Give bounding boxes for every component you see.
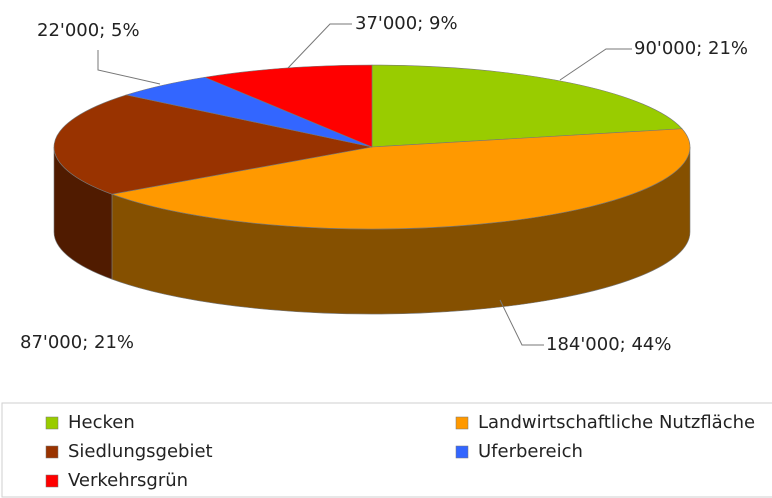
slice	[110, 128, 691, 230]
leader-line	[97, 50, 161, 85]
legend-label: Siedlungsgebiet	[68, 441, 213, 462]
slice	[53, 94, 373, 195]
leader-line	[559, 48, 632, 81]
legend-swatch	[45, 445, 59, 459]
leader-line	[287, 23, 352, 69]
data-label: 90'000; 21%	[634, 38, 748, 59]
data-label: 87'000; 21%	[20, 332, 134, 353]
legend-label: Hecken	[68, 412, 135, 433]
legend-swatch	[455, 416, 469, 430]
legend-label: Uferbereich	[478, 441, 583, 462]
data-label: 184'000; 44%	[546, 334, 671, 355]
legend-label: Landwirtschaftliche Nutzfläche	[478, 412, 755, 433]
data-label: 37'000; 9%	[355, 13, 458, 34]
slice	[203, 64, 373, 148]
legend-swatch	[45, 416, 59, 430]
legend-swatch	[45, 474, 59, 488]
leader-line	[499, 299, 544, 346]
legend-box	[1, 402, 772, 498]
slice	[371, 64, 683, 148]
legend-swatch	[455, 445, 469, 459]
legend-label: Verkehrsgrün	[68, 470, 188, 491]
data-label: 22'000; 5%	[37, 20, 140, 41]
